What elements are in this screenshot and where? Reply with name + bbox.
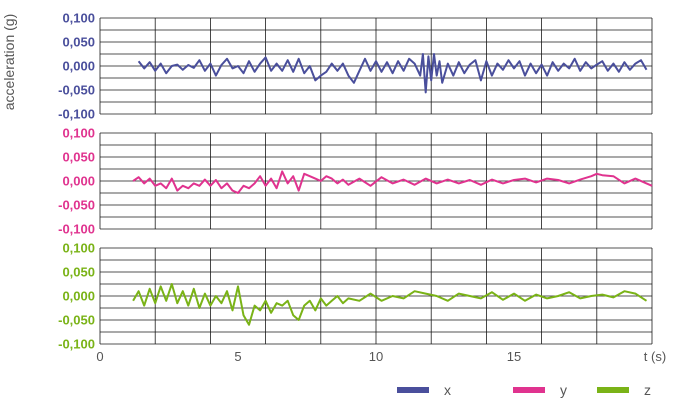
x-tick-label: 5 — [234, 349, 241, 364]
y-tick-label: 0,000 — [62, 289, 95, 304]
y-tick-label: 0,050 — [62, 265, 95, 280]
legend-swatch — [513, 387, 545, 393]
y-tick-label: 0,050 — [62, 35, 95, 50]
y-tick-label: -0,100 — [58, 107, 95, 122]
y-tick-label: 0,000 — [62, 59, 95, 74]
x-tick-label: 0 — [96, 349, 103, 364]
y-tick-label: 0,100 — [62, 11, 95, 26]
legend-label: y — [560, 382, 567, 398]
y-axis-label: acceleration (g) — [1, 14, 17, 111]
y-tick-label: 0,100 — [62, 241, 95, 256]
x-tick-label: 10 — [369, 349, 383, 364]
y-tick-label: -0,050 — [58, 313, 95, 328]
y-tick-label: -0,050 — [58, 198, 95, 213]
x-tick-label: 15 — [507, 349, 521, 364]
x-axis-ticks: 0 5 10 15 — [96, 349, 521, 364]
legend: x y z — [397, 382, 651, 398]
y-tick-label: -0,050 — [58, 83, 95, 98]
y-tick-label: -0,100 — [58, 222, 95, 237]
legend-swatch — [397, 387, 429, 393]
y-tick-label: 0,050 — [62, 150, 95, 165]
legend-label: z — [644, 382, 651, 398]
legend-swatch — [597, 387, 629, 393]
panel-y: 0,100 0,050 0,000 -0,050 -0,100 — [58, 126, 653, 237]
legend-item-x: x — [397, 382, 451, 398]
series-line-z — [132, 283, 648, 326]
legend-item-z: z — [597, 382, 651, 398]
chart-panels: 0,100 0,050 0,000 -0,050 -0,100 0,100 0,050 0,0… — [58, 11, 653, 352]
y-tick-label: 0,100 — [62, 126, 95, 141]
legend-item-y: y — [513, 382, 567, 398]
y-tick-label: 0,000 — [62, 174, 95, 189]
x-axis-label: t (s) — [644, 349, 666, 364]
panel-x: 0,100 0,050 0,000 -0,050 -0,100 — [58, 11, 653, 122]
panel-z: 0,100 0,050 0,000 -0,050 -0,100 — [58, 241, 653, 352]
series-line-x — [137, 53, 648, 94]
legend-label: x — [444, 382, 451, 398]
series-line-y — [132, 170, 653, 194]
y-tick-label: -0,100 — [58, 337, 95, 352]
